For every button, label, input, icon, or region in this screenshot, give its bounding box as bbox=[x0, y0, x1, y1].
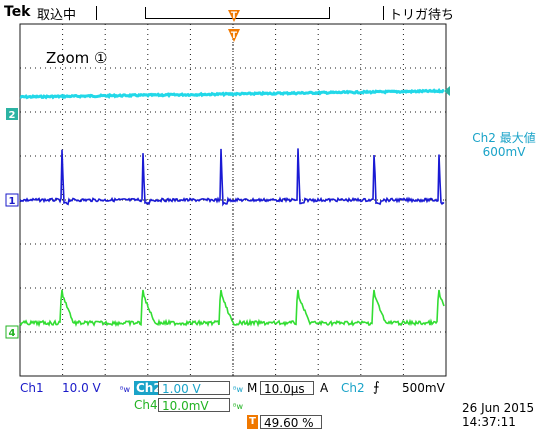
status-bar: Tek 取込中 トリガ待ち bbox=[0, 0, 552, 24]
trigger-source[interactable]: Ch2 bbox=[341, 381, 365, 395]
date-display: 26 Jun 2015 bbox=[462, 401, 535, 415]
acquisition-status: 取込中 bbox=[37, 8, 77, 23]
channel-marker-4-label: 4 bbox=[9, 328, 16, 339]
ch2-waveform bbox=[19, 88, 445, 100]
channel-marker-4-box bbox=[5, 325, 19, 339]
trigger-marker-top-label: T bbox=[231, 11, 238, 21]
timebase-label: M bbox=[247, 381, 258, 395]
ch1-scale[interactable]: 10.0 V bbox=[62, 381, 101, 395]
channel-marker-4[interactable]: 4 bbox=[5, 325, 19, 339]
trigger-mode[interactable]: A bbox=[320, 381, 329, 395]
trigger-marker-top-icon bbox=[228, 10, 240, 22]
ch2-bandwidth-limit-icon: ᴮw bbox=[233, 385, 243, 394]
ch2-max-measurement-value: 600mV bbox=[482, 145, 526, 159]
ch1-bandwidth-limit-icon: ᴮw bbox=[120, 385, 130, 394]
channel-marker-2-box bbox=[6, 108, 18, 120]
trigger-status: トリガ待ち bbox=[389, 8, 455, 23]
trigger-position[interactable]: 49.60 % bbox=[260, 415, 322, 430]
channel-marker-2-label: 2 bbox=[9, 110, 16, 121]
ch1-waveform bbox=[19, 148, 445, 207]
channel-marker-1[interactable]: 1 bbox=[5, 193, 19, 207]
record-position-bracket[interactable] bbox=[145, 7, 330, 19]
ch4-bandwidth-limit-icon: ᴮw bbox=[233, 402, 243, 411]
ch1-label[interactable]: Ch1 bbox=[20, 381, 44, 395]
ch2-scale[interactable]: 1.00 V bbox=[158, 381, 230, 396]
channel-marker-2[interactable]: 2 bbox=[6, 108, 18, 121]
trigger-marker-bottom-label: T bbox=[231, 31, 238, 41]
channel-marker-1-box bbox=[5, 193, 19, 207]
ch2-max-measurement-label: Ch2 最大値 bbox=[472, 131, 536, 145]
ch2-label[interactable]: Ch2 bbox=[134, 381, 164, 395]
trigger-position-icon: T bbox=[247, 415, 258, 429]
zoom-label: Zoom ① bbox=[46, 49, 108, 67]
status-divider bbox=[383, 6, 384, 20]
channel-marker-1-label: 1 bbox=[9, 196, 16, 207]
timebase-scale[interactable]: 10.0µs bbox=[260, 381, 314, 396]
ch4-scale[interactable]: 10.0mV bbox=[158, 398, 230, 413]
trigger-level[interactable]: 500mV bbox=[402, 381, 445, 395]
trigger-position-marker[interactable]: T T bbox=[228, 10, 240, 42]
trigger-slope-rising-icon: ⨍ bbox=[373, 380, 380, 395]
time-display: 14:37:11 bbox=[462, 415, 516, 429]
brand-logo: Tek bbox=[4, 4, 31, 20]
ch4-waveform bbox=[19, 289, 445, 328]
status-divider bbox=[96, 6, 97, 20]
ch4-label[interactable]: Ch4 bbox=[134, 398, 158, 412]
ch2-level-marker-icon bbox=[444, 86, 450, 96]
trigger-marker-bottom-icon bbox=[228, 29, 240, 42]
